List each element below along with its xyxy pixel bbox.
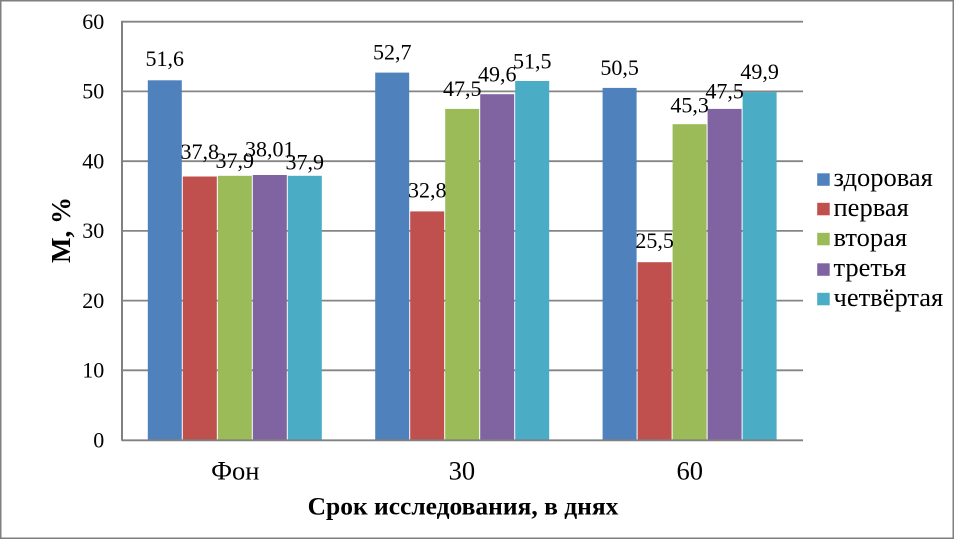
svg-text:45,3: 45,3: [670, 93, 709, 118]
svg-text:0: 0: [93, 427, 104, 452]
svg-text:четвёртая: четвёртая: [834, 282, 944, 312]
svg-text:первая: первая: [834, 192, 909, 222]
svg-text:10: 10: [82, 358, 104, 383]
svg-text:М, %: М, %: [46, 197, 76, 263]
svg-text:Фон: Фон: [211, 455, 259, 485]
svg-text:49,6: 49,6: [478, 62, 517, 87]
svg-text:Срок исследования, в днях: Срок исследования, в днях: [308, 492, 619, 521]
svg-text:37,8: 37,8: [181, 139, 220, 164]
svg-text:49,9: 49,9: [740, 59, 779, 84]
svg-text:50: 50: [82, 79, 104, 104]
svg-text:37,9: 37,9: [216, 148, 255, 173]
svg-text:51,6: 51,6: [146, 46, 185, 71]
svg-text:51,5: 51,5: [513, 49, 552, 74]
svg-text:25,5: 25,5: [635, 228, 674, 253]
svg-text:вторая: вторая: [834, 222, 908, 252]
svg-text:47,5: 47,5: [705, 78, 744, 103]
svg-text:40: 40: [82, 149, 104, 174]
svg-text:30: 30: [82, 218, 104, 243]
svg-text:50,5: 50,5: [600, 55, 639, 80]
svg-text:здоровая: здоровая: [834, 162, 933, 192]
svg-text:60: 60: [676, 455, 703, 485]
svg-text:52,7: 52,7: [373, 40, 412, 65]
svg-text:20: 20: [82, 288, 104, 313]
svg-text:32,8: 32,8: [408, 178, 447, 203]
svg-text:60: 60: [82, 9, 104, 34]
svg-text:третья: третья: [834, 252, 907, 282]
svg-text:37,9: 37,9: [286, 150, 325, 175]
svg-text:38,01: 38,01: [245, 137, 295, 162]
svg-text:47,5: 47,5: [443, 76, 482, 101]
svg-text:30: 30: [449, 455, 476, 485]
